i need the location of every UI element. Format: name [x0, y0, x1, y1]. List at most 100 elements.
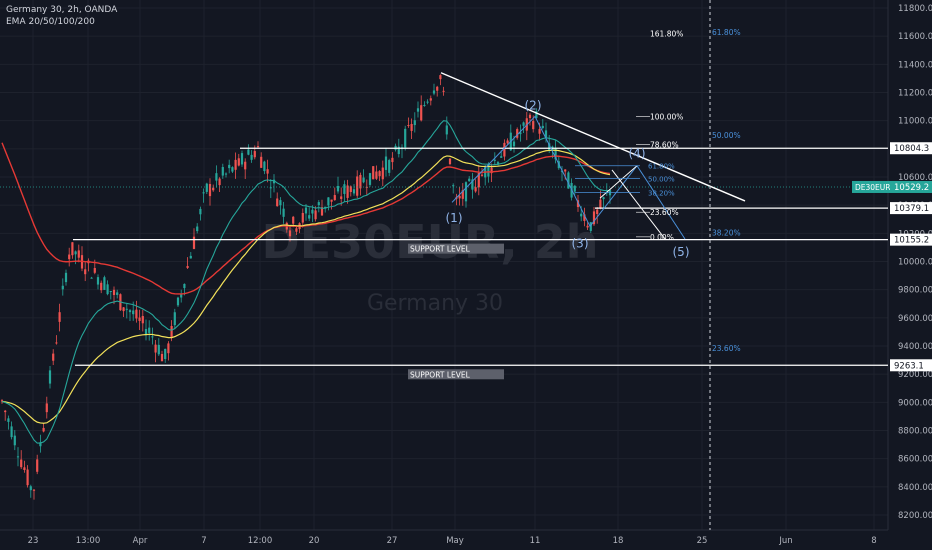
wave-label: (5) — [673, 245, 690, 259]
fib-diagonal — [611, 169, 666, 240]
candle-body — [128, 310, 132, 313]
candle-body — [564, 169, 567, 172]
candle-body — [64, 272, 68, 283]
candle-body — [52, 353, 55, 361]
candle-body — [541, 125, 544, 129]
candle-body — [592, 211, 596, 225]
candle-body — [340, 196, 343, 199]
watermark-ticker: DE30EUR, 2h — [262, 215, 599, 269]
candle-body — [317, 202, 320, 206]
candle-body — [311, 209, 314, 214]
candle-body — [112, 289, 116, 295]
candle-body — [48, 370, 52, 384]
candle-body — [93, 268, 96, 273]
candle-body — [250, 154, 253, 160]
candle-body — [458, 195, 461, 199]
fib-blue-small-label: 38.20% — [648, 189, 675, 197]
candle-body — [122, 307, 125, 312]
candle-body — [292, 216, 295, 224]
candle-body — [442, 90, 445, 92]
candle-body — [151, 336, 154, 338]
candle-body — [71, 242, 74, 256]
watermark-name: Germany 30 — [367, 291, 503, 316]
candle-body — [487, 164, 490, 177]
x-tick-label: 7 — [201, 536, 206, 546]
candle-body — [29, 486, 32, 491]
candle-body — [68, 254, 71, 260]
level-price-label: 10379.1 — [894, 204, 929, 214]
candle-body — [90, 277, 93, 279]
candle-body — [589, 222, 592, 231]
candle-body — [436, 86, 439, 91]
candle-body — [477, 172, 480, 188]
symbol-tag — [852, 180, 890, 193]
candle-body — [554, 148, 557, 160]
candle-body — [327, 197, 330, 206]
candle-body — [295, 228, 298, 232]
y-tick-label: 9200.00 — [898, 370, 932, 380]
fib-blue-label: 50.00% — [712, 131, 741, 140]
candle-body — [26, 469, 29, 486]
candle-body — [445, 125, 448, 135]
candle-body — [13, 435, 16, 446]
candle-body — [218, 178, 221, 186]
candle-body — [429, 98, 432, 101]
candle-body — [384, 156, 388, 170]
candle-body — [7, 418, 10, 422]
candle-body — [324, 206, 327, 209]
candle-body — [349, 186, 352, 193]
level-price-label: 10155.2 — [894, 236, 929, 246]
candle-body — [567, 172, 570, 189]
symbol-tag-label: DE30EUR — [855, 183, 891, 192]
candle-body — [263, 161, 266, 172]
candle-body — [496, 162, 500, 164]
candle-body — [39, 442, 42, 447]
candle-body — [471, 179, 474, 190]
candle-body — [154, 344, 157, 353]
candle-body — [516, 129, 519, 138]
candle-body — [580, 213, 583, 217]
x-tick-label: May — [446, 536, 464, 546]
trend-line — [440, 72, 746, 202]
chart-header: Germany 30, 2h, OANDA EMA 20/50/100/200 — [6, 4, 117, 28]
candle-body — [157, 344, 160, 355]
candle-body — [212, 187, 215, 191]
candle-body — [109, 291, 112, 293]
candle-body — [164, 348, 167, 360]
candle-body — [288, 230, 292, 237]
x-tick-label: 12:00 — [248, 536, 273, 546]
candle-body — [416, 108, 420, 112]
wave-label: (1) — [446, 211, 463, 225]
candle-body — [407, 125, 410, 127]
fib-white-label: 78.60% — [650, 141, 679, 150]
y-tick-label: 11000.00 — [898, 117, 932, 127]
candle-body — [228, 164, 231, 169]
candle-body — [74, 251, 77, 255]
candle-body — [548, 143, 551, 151]
level-price-label: 10804.3 — [894, 144, 929, 154]
candle-body — [535, 111, 538, 119]
candle-body — [423, 104, 426, 106]
candle-body — [439, 75, 442, 80]
candle-body — [448, 158, 452, 165]
candle-body — [0, 400, 4, 402]
candle-body — [493, 159, 496, 161]
candle-body — [272, 179, 276, 184]
candle-body — [170, 325, 173, 338]
candle-body — [596, 209, 599, 214]
candle-body — [23, 467, 26, 471]
candle-body — [391, 157, 394, 163]
candle-body — [205, 183, 208, 192]
y-tick-label: 11600.00 — [898, 32, 932, 42]
candle-body — [253, 151, 256, 158]
y-tick-label: 11200.00 — [898, 89, 932, 99]
candle-body — [362, 177, 365, 183]
candle-body — [432, 90, 436, 94]
candle-body — [404, 128, 407, 148]
candle-body — [352, 189, 356, 194]
candle-body — [84, 269, 87, 275]
candle-body — [135, 309, 138, 319]
candle-body — [301, 212, 304, 223]
fib-white-label: 100.00% — [650, 112, 683, 121]
